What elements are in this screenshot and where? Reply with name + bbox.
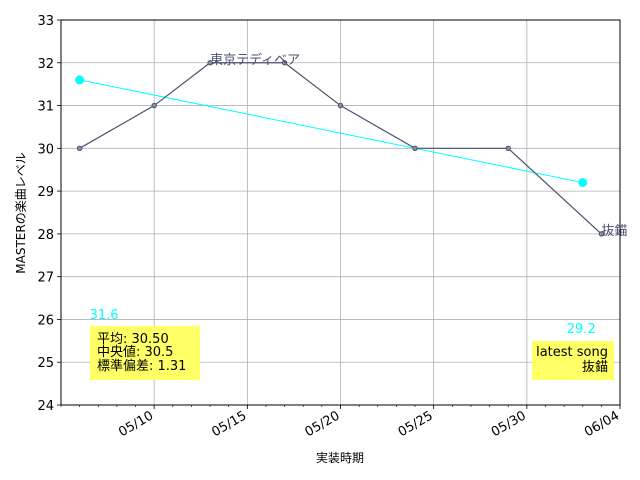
data-point: [207, 60, 213, 66]
series-group: [76, 60, 605, 237]
data-point: [151, 102, 157, 109]
x-tick-label: 05/25: [396, 408, 436, 440]
data-point: [76, 145, 83, 152]
y-tick-label: 32: [37, 57, 54, 72]
y-tick-label: 27: [37, 271, 54, 286]
trend-start-label: 31.6: [90, 308, 119, 323]
data-point: [412, 145, 418, 152]
trend-line: [79, 79, 583, 184]
x-axis-title: 実装時期: [316, 450, 364, 465]
data-point: [505, 145, 511, 152]
stats-stddev: 標準偏差: 1.31: [97, 358, 186, 374]
latest-song-box: latest song 抜錨: [532, 341, 614, 380]
latest-song-label: latest song: [536, 345, 608, 360]
data-point: [598, 231, 605, 237]
trend-line-group: [75, 75, 588, 188]
x-tick-label: 05/15: [209, 408, 249, 440]
y-axis-title: MASTERの楽曲レベル: [14, 152, 28, 273]
y-tick-label: 29: [37, 185, 54, 200]
trend-end-marker: [578, 178, 588, 188]
data-point: [337, 102, 344, 109]
y-tick-label: 25: [37, 356, 54, 371]
y-tick-label: 33: [37, 14, 54, 29]
point-annotation: 東京テディベア: [210, 52, 300, 68]
x-tick-label: 05/20: [303, 408, 343, 440]
series-line: [79, 62, 602, 235]
stats-mean: 平均: 30.50: [97, 332, 169, 347]
y-tick-label: 28: [37, 228, 54, 243]
stats-box: 平均: 30.50 中央値: 30.5 標準偏差: 1.31: [90, 326, 200, 380]
x-tick-label: 05/10: [116, 408, 156, 440]
grid: [61, 19, 621, 406]
y-tick-label: 24: [37, 399, 54, 414]
data-point: [281, 60, 288, 66]
x-tick-label: 05/30: [489, 408, 529, 440]
trend-end-label: 29.2: [567, 322, 596, 337]
y-tick-label: 26: [37, 313, 54, 328]
y-tick-label: 30: [37, 142, 54, 157]
x-tick-label: 06/04: [582, 408, 622, 440]
stats-median: 中央値: 30.5: [97, 344, 173, 360]
trend-start-marker: [75, 75, 85, 85]
latest-song-title: 抜錨: [582, 359, 608, 375]
y-tick-label: 31: [37, 100, 54, 115]
point-annotation: 抜錨: [601, 223, 627, 239]
